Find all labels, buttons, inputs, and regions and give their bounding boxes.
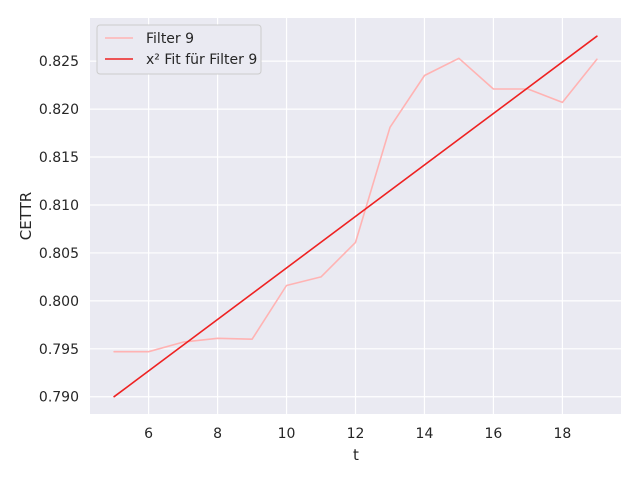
legend: Filter 9 x² Fit für Filter 9 <box>96 24 262 75</box>
x-tick-label: 8 <box>213 426 222 442</box>
y-tick-label: 0.815 <box>39 150 79 166</box>
x-tick-label: 6 <box>144 426 153 442</box>
x-tick-label: 10 <box>278 426 296 442</box>
series-line-fit <box>113 35 598 398</box>
y-tick-label: 0.790 <box>39 390 79 406</box>
y-tick-label: 0.795 <box>39 342 79 358</box>
x-axis-label: t <box>353 446 359 464</box>
y-tick-label: 0.805 <box>39 246 79 262</box>
x-tick-label: 14 <box>416 426 434 442</box>
series-layer <box>113 35 598 398</box>
x-tick-label: 12 <box>347 426 365 442</box>
series-line-filter-9 <box>113 57 598 353</box>
y-tick-label: 0.810 <box>39 198 79 214</box>
y-tick-label: 0.825 <box>39 54 79 70</box>
y-tick-label: 0.820 <box>39 102 79 118</box>
x-tick-label: 16 <box>485 426 503 442</box>
legend-frame <box>96 24 262 75</box>
legend-entry-fit: x² Fit für Filter 9 <box>146 52 257 68</box>
y-axis-label: CETTR <box>17 192 35 240</box>
y-tick-label: 0.800 <box>39 294 79 310</box>
x-tick-label: 18 <box>553 426 571 442</box>
ticks: 6 8 10 12 14 16 18 0.790 0.795 0.800 0.805 0.810 0.8… <box>39 54 571 442</box>
legend-entry-filter-9: Filter 9 <box>146 31 194 47</box>
